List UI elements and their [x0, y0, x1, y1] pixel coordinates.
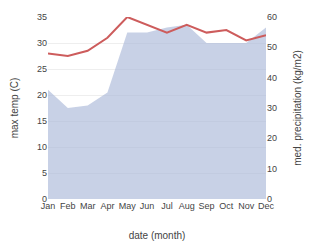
svg-text:Apr: Apr: [100, 201, 114, 211]
svg-text:5: 5: [42, 168, 47, 178]
svg-text:Dec: Dec: [258, 201, 275, 211]
svg-text:25: 25: [37, 64, 47, 74]
svg-text:20: 20: [37, 90, 47, 100]
svg-text:Jul: Jul: [161, 201, 173, 211]
svg-text:0: 0: [42, 194, 47, 204]
svg-text:May: May: [119, 201, 137, 211]
svg-text:Aug: Aug: [179, 201, 195, 211]
svg-text:Nov: Nov: [238, 201, 255, 211]
svg-text:30: 30: [267, 103, 277, 113]
svg-text:Sep: Sep: [199, 201, 215, 211]
svg-text:max temp (C): max temp (C): [9, 78, 20, 139]
svg-text:Jun: Jun: [140, 201, 155, 211]
svg-text:35: 35: [37, 12, 47, 22]
svg-text:Oct: Oct: [219, 201, 234, 211]
svg-text:date (month): date (month): [129, 230, 186, 241]
svg-text:Feb: Feb: [60, 201, 76, 211]
svg-text:15: 15: [37, 116, 47, 126]
svg-text:Jan: Jan: [41, 201, 56, 211]
svg-text:60: 60: [267, 12, 277, 22]
svg-text:0: 0: [267, 194, 272, 204]
svg-text:10: 10: [267, 164, 277, 174]
svg-text:40: 40: [267, 73, 277, 83]
svg-text:20: 20: [267, 133, 277, 143]
svg-text:med. precipitation (kg/m2): med. precipitation (kg/m2): [292, 50, 303, 166]
svg-text:30: 30: [37, 38, 47, 48]
svg-text:50: 50: [267, 42, 277, 52]
svg-text:Mar: Mar: [80, 201, 96, 211]
svg-text:10: 10: [37, 142, 47, 152]
